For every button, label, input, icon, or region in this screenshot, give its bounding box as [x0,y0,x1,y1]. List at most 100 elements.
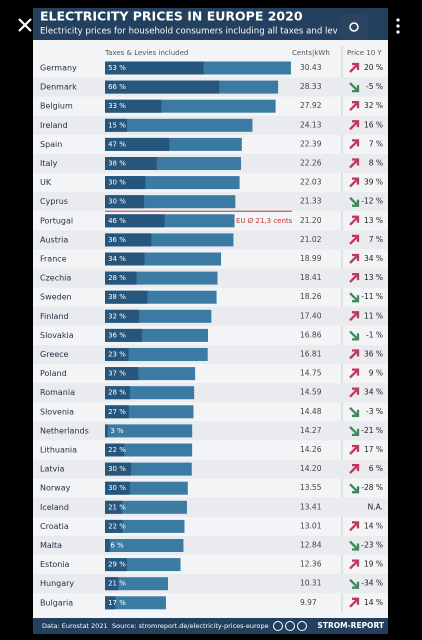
tax-label: 17 % [108,599,126,607]
change-label: 36 % [364,350,383,359]
change-label: 11 % [364,311,383,320]
country-label: Finland [40,312,69,321]
price-label: 28.33 [300,82,322,91]
country-label: Greece [40,350,69,359]
tax-segment [105,443,125,457]
price-bar [105,424,193,438]
tax-label: 38 % [108,160,126,168]
country-label: Sweden [40,293,72,302]
tax-segment [105,367,139,381]
menu-button[interactable] [396,18,400,34]
price-label: 27.92 [300,101,322,110]
subtitle: Electricity prices for household consume… [40,27,338,37]
tax-segment [105,519,123,533]
change-label: 20 % [364,63,383,72]
price-bar [105,596,166,610]
price-label: 14.75 [300,369,322,378]
tax-segment [105,386,130,400]
tax-label: 30 % [108,179,126,187]
change-label: -12 % [361,197,383,206]
tax-label: 38 % [108,293,126,301]
change-arrow [349,521,360,532]
tax-segment [105,80,220,94]
country-label: Lithuania [40,446,77,455]
country-label: Bulgaria [40,598,73,607]
tax-header: Taxes & Levies included [104,49,188,57]
country-label: Poland [40,369,67,378]
country-label: Ireland [40,121,68,130]
change-arrow [349,82,360,93]
price-label: 13.55 [300,483,322,492]
change-arrow [349,463,360,474]
price-bar [105,118,253,132]
change-arrow [349,311,360,322]
price-bar [105,539,184,552]
tax-label: 3 % [110,427,124,435]
country-label: Iceland [40,503,69,512]
header-band [33,8,388,40]
change-arrow [349,349,360,360]
row-stripe [33,535,388,556]
close-button[interactable] [18,18,32,32]
change-label: 16 % [364,120,383,129]
country-label: Slovenia [40,407,74,416]
change-arrow [349,272,360,283]
eu-average-label: EU Ø 21,3 cents [236,217,293,225]
price-header: Cents|kWh [292,49,330,57]
change-arrow [349,444,360,455]
price-label: 22.26 [300,159,322,168]
change-label: 34 % [364,254,383,263]
change-label: 8 % [369,159,383,168]
price-label: 18.41 [300,273,322,282]
price-label: 21.20 [300,216,322,225]
tax-label: 47 % [108,140,126,148]
lens-button[interactable] [340,14,368,40]
tax-segment [105,481,130,495]
change-arrow [349,101,360,112]
price-bar [105,500,187,514]
change-label: -1 % [366,330,383,339]
change-arrow [349,158,360,169]
tax-segment [105,539,110,552]
tax-segment [105,195,145,209]
tax-segment [105,214,165,228]
tax-segment [105,462,132,476]
change-arrow [349,426,360,437]
change-label: -21 % [361,426,383,435]
country-label: Norway [40,484,71,493]
tax-label: 21 % [108,580,126,588]
tax-label: 32 % [108,312,126,320]
price-bar [105,577,168,591]
tax-label: 30 % [108,465,126,473]
price-label: 10.31 [300,579,322,588]
change-label: 7 % [369,235,383,244]
tax-label: 29 % [108,561,126,569]
tax-segment [105,252,145,266]
row-stripe [33,344,388,365]
price-label: 16.86 [300,330,322,339]
change-label: 14 % [364,521,383,530]
change-arrow [349,578,360,589]
change-label: 7 % [369,139,383,148]
tax-segment [105,309,140,323]
price-label: 24.13 [300,120,322,129]
country-label: Czechia [40,274,71,283]
tax-segment [105,271,137,285]
country-label: Portugal [40,216,73,225]
change-arrow [349,215,360,226]
change-label: -34 % [361,579,383,588]
price-label: 21.02 [300,235,322,244]
price-label: 9.97 [300,598,317,607]
change-label: 39 % [364,178,383,187]
change-label: -28 % [361,483,383,492]
tax-segment [105,577,119,591]
tax-label: 28 % [108,389,126,397]
tax-label: 15 % [108,121,126,129]
change-label: 17 % [364,445,383,454]
country-label: Latvia [40,465,64,474]
country-label: Austria [40,235,68,244]
tax-label: 53 % [108,64,126,72]
tax-label: 30 % [108,484,126,492]
